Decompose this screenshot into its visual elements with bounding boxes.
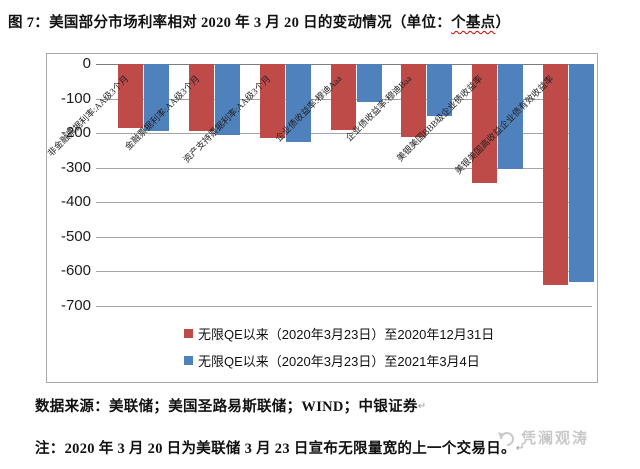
legend-label: 无限QE以来（2020年3月23日）至2021年3月4日 bbox=[198, 354, 480, 369]
y-tick-label: -300 bbox=[60, 158, 91, 176]
bar-series-2 bbox=[569, 64, 595, 282]
source-text: 数据来源：美联储；美国圣路易斯联储；WIND；中银证券 bbox=[35, 399, 418, 415]
y-tick-label: -700 bbox=[60, 297, 91, 314]
bar-series-2 bbox=[144, 64, 169, 132]
figure-title: 图 7：美国部分市场利率相对 2020 年 3 月 20 日的变动情况（单位：个… bbox=[8, 11, 510, 32]
bar-series-2 bbox=[285, 64, 311, 142]
watermark-logo-icon bbox=[498, 431, 514, 446]
gridline bbox=[96, 236, 592, 238]
legend-item: 无限QE以来（2020年3月23日）至2021年3月4日 bbox=[184, 351, 494, 370]
bar-series-2 bbox=[356, 64, 382, 103]
gridline bbox=[96, 306, 592, 307]
bar-series-1 bbox=[401, 64, 427, 137]
y-tick-label: -200 bbox=[60, 124, 91, 142]
gridline bbox=[96, 271, 592, 273]
figure-title-close: ） bbox=[495, 15, 511, 31]
note-text: 注：2020 年 3 月 20 日为美联储 3 月 23 日宣布无限量宽的上一个… bbox=[35, 441, 516, 457]
y-tick-label: -500 bbox=[60, 227, 91, 245]
legend-item: 无限QE以来（2020年3月23日）至2020年12月31日 bbox=[184, 324, 494, 343]
note-line: 注：2020 年 3 月 20 日为美联储 3 月 23 日宣布无限量宽的上一个… bbox=[35, 437, 525, 458]
bar-series-2 bbox=[498, 64, 524, 170]
legend-swatch-icon bbox=[184, 329, 193, 338]
figure-title-main: 图 7：美国部分市场利率相对 2020 年 3 月 20 日的变动情况（单位： bbox=[8, 15, 452, 31]
bar-series-1 bbox=[330, 64, 356, 130]
bar-series-1 bbox=[472, 64, 498, 184]
gridline bbox=[96, 202, 592, 204]
paragraph-mark-icon: ↵ bbox=[515, 443, 525, 454]
watermark: 凭澜观涛 bbox=[497, 427, 589, 448]
bar-series-2 bbox=[214, 64, 240, 135]
bar-series-1 bbox=[188, 64, 214, 132]
gridline bbox=[96, 167, 592, 169]
y-tick-label: -400 bbox=[60, 193, 91, 211]
y-tick-label: -100 bbox=[60, 89, 91, 107]
bar-series-1 bbox=[118, 64, 143, 128]
legend-label: 无限QE以来（2020年3月23日）至2020年12月31日 bbox=[198, 327, 495, 342]
plot-area: 非金融票据利率:AA级3个月 金融票据利率:AA级3个月 资产支持票据利率:AA级3… bbox=[46, 64, 595, 307]
watermark-text: 凭澜观涛 bbox=[521, 431, 590, 447]
gridline bbox=[96, 133, 592, 135]
paragraph-mark-icon: ↵ bbox=[417, 401, 427, 412]
bar-series-1 bbox=[543, 64, 569, 286]
y-tick-label: -600 bbox=[60, 262, 91, 280]
bar-series-2 bbox=[427, 64, 453, 116]
legend-swatch-icon bbox=[184, 356, 193, 365]
figure-title-unit: 个基点 bbox=[451, 15, 496, 31]
y-tick-label: 0 bbox=[82, 55, 91, 72]
bar-series-1 bbox=[259, 64, 285, 139]
chart-frame: 非金融票据利率:AA级3个月 金融票据利率:AA级3个月 资产支持票据利率:AA级3… bbox=[46, 53, 598, 383]
legend: 无限QE以来（2020年3月23日）至2020年12月31日 无限QE以来（202… bbox=[184, 324, 494, 378]
source-line: 数据来源：美联储；美国圣路易斯联储；WIND；中银证券↵ bbox=[35, 395, 426, 416]
